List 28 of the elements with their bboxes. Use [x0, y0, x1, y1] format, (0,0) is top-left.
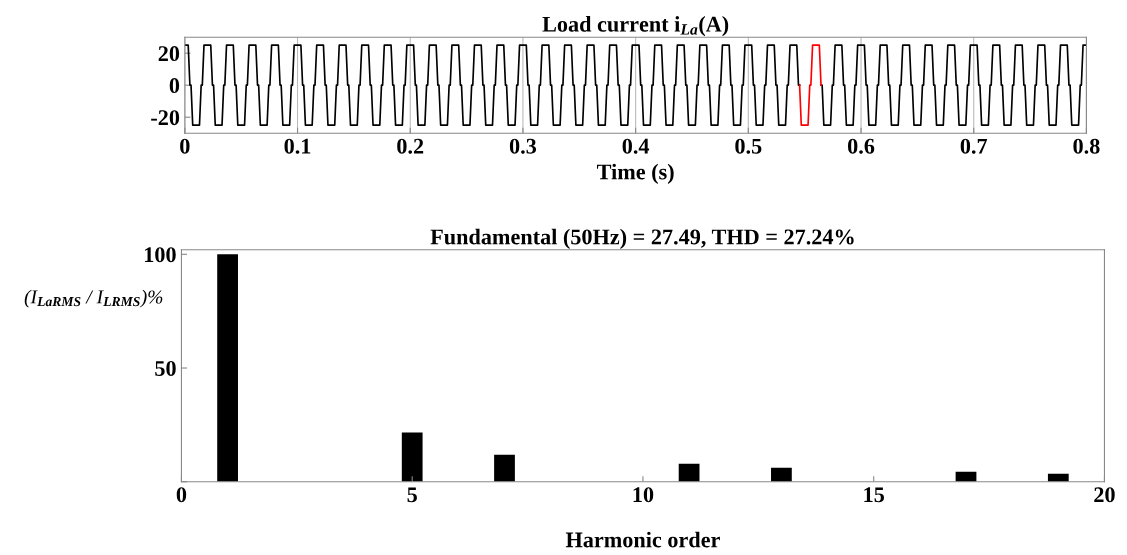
x-tick-label: 0.7 [960, 138, 988, 154]
bar [678, 463, 700, 482]
bar [217, 254, 238, 482]
x-tick-label: 0.5 [735, 138, 762, 154]
x-tick-label: 0.1 [284, 138, 311, 154]
x-tick-label: 5 [407, 487, 417, 503]
x-tick-label: 0.6 [847, 138, 875, 154]
x-tick-label: 20 [1094, 487, 1115, 503]
chart-title: Load current i$_{La}$(A) [542, 16, 729, 37]
x-tick-label: 10 [633, 487, 654, 503]
x-tick-label: 0.4 [622, 138, 650, 154]
y-tick-label: 100 [145, 247, 176, 263]
y-tick-label: 50 [155, 360, 176, 376]
x-axis-title: Harmonic order [565, 531, 720, 548]
x-tick-label: 0 [180, 138, 190, 154]
bar [494, 454, 515, 482]
x-tick-label: 15 [864, 487, 885, 503]
y-axis-title: (I$_{LaRMS}$ / I$_{LRMS}$)% [24, 289, 163, 308]
y-tick-label: 20 [158, 46, 180, 62]
x-tick-label: 0.2 [397, 138, 424, 154]
x-tick-label: 0.3 [509, 138, 537, 154]
x-tick-label: 0.8 [1073, 138, 1100, 154]
chart-title: Fundamental (50Hz) = 27.49, THD = 27.24% [430, 228, 854, 249]
y-tick-label: 0 [169, 78, 180, 94]
x-axis-title: Time (s) [596, 163, 674, 184]
y-tick-label: -20 [151, 110, 180, 126]
bar [401, 432, 423, 482]
bar [771, 467, 792, 482]
